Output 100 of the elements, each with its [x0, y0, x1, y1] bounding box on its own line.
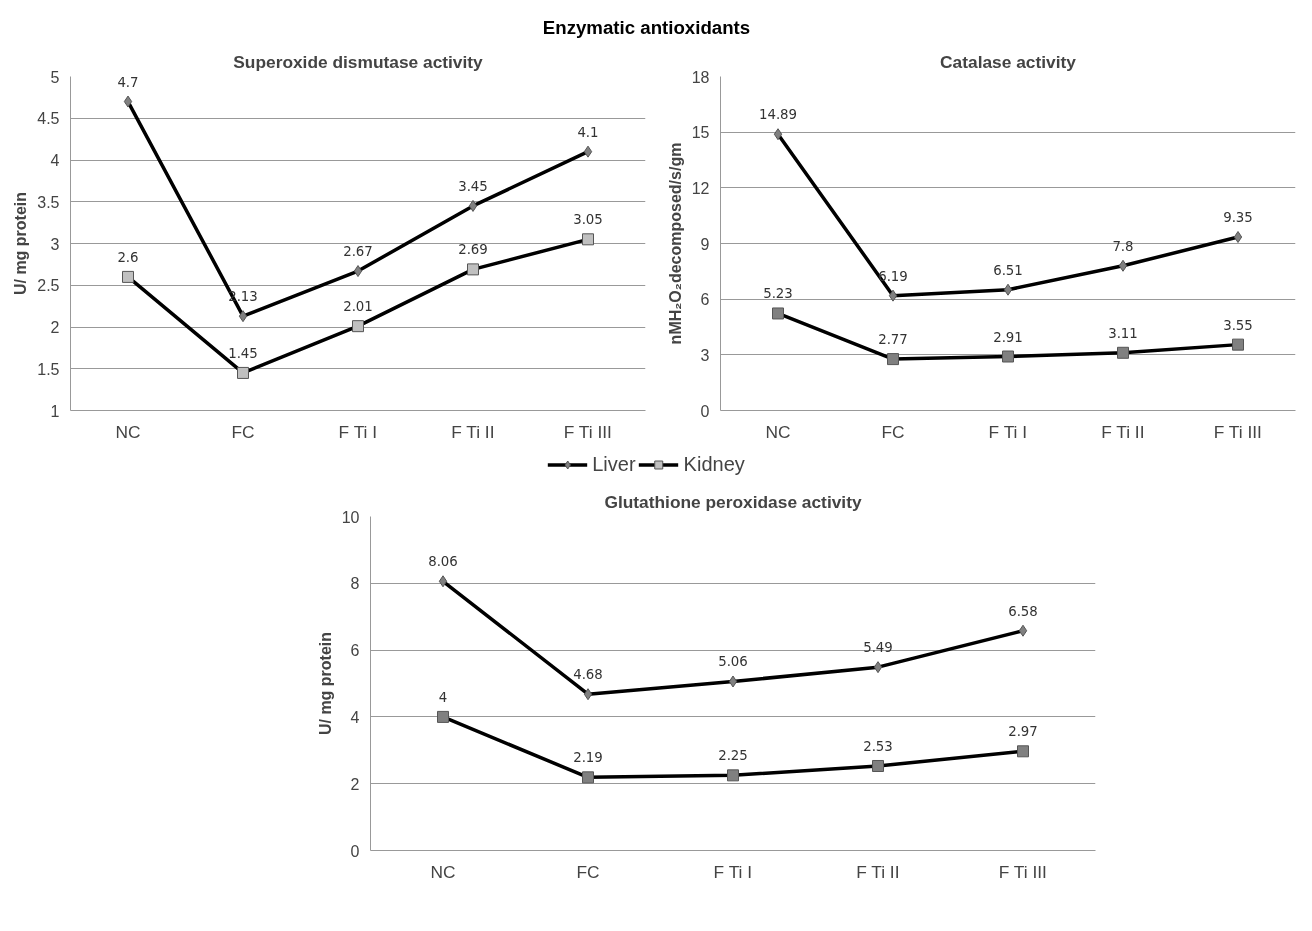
data-label: 2.53 [863, 739, 893, 754]
data-label: 2.01 [343, 299, 373, 315]
point [583, 688, 593, 701]
x-tick-label: NC [765, 421, 791, 442]
y-axis-title: nMH₂O₂decomposed/s/gm [666, 142, 684, 345]
point [582, 233, 594, 246]
data-label: 2.6 [117, 249, 139, 265]
data-label: 2.97 [1008, 724, 1038, 740]
y-tick-label: 0 [700, 402, 710, 420]
data-label: 2.69 [458, 242, 488, 258]
point [872, 760, 884, 772]
data-label: 2.25 [718, 748, 748, 764]
data-label: 3.55 [1223, 317, 1253, 333]
x-tick-label: FC [231, 421, 255, 442]
data-label: 5.23 [763, 286, 793, 302]
point [1018, 624, 1028, 637]
point [1002, 350, 1014, 363]
y-tick-label: 6 [350, 642, 360, 660]
chart-title: Catalase activity [940, 51, 1077, 72]
point [467, 263, 479, 276]
point [888, 289, 898, 302]
point [123, 95, 133, 108]
x-tick-label: FC [576, 861, 600, 882]
point [1117, 346, 1129, 359]
x-tick-label: NC [115, 421, 141, 442]
data-label: 4.7 [117, 74, 139, 90]
y-tick-label: 8 [350, 575, 360, 593]
x-tick-label: NC [430, 861, 456, 882]
data-label: 6.19 [878, 268, 908, 284]
y-tick-label: 1 [50, 402, 60, 420]
text: Enzymatic antioxidants [542, 17, 751, 39]
data-label: 5.06 [718, 654, 748, 670]
point [728, 675, 738, 688]
point [1118, 259, 1128, 272]
x-tick-label: F Ti III [1213, 421, 1262, 442]
point [437, 710, 449, 723]
y-tick-label: 3 [50, 235, 60, 253]
x-tick-label: F Ti III [563, 421, 612, 442]
point [873, 661, 883, 674]
x-tick-label: F Ti II [856, 861, 900, 882]
point [772, 307, 784, 320]
data-label: 14.89 [758, 107, 798, 123]
data-label: 5.49 [863, 640, 893, 656]
y-tick-label: 10 [341, 508, 360, 526]
y-tick-label: 9 [700, 235, 710, 253]
data-label: 3.11 [1108, 325, 1138, 341]
y-tick-label: 2 [350, 775, 360, 793]
point [727, 769, 739, 782]
y-axis-title: U/ mg protein [316, 631, 334, 736]
x-tick-label: F Ti I [988, 421, 1028, 442]
point [1003, 283, 1013, 296]
y-tick-label: 18 [691, 68, 710, 86]
y-tick-label: 4 [50, 152, 60, 169]
legend-label: Liver [592, 452, 636, 476]
point [353, 265, 363, 278]
point [468, 199, 478, 212]
x-tick-label: F Ti III [998, 861, 1047, 882]
y-tick-label: 2.5 [37, 277, 60, 295]
data-label: 2.77 [878, 332, 908, 348]
y-tick-label: 4 [350, 708, 360, 726]
point [238, 310, 248, 323]
point [352, 320, 364, 333]
data-label: 1.45 [228, 345, 258, 361]
data-label: 4.1 [577, 124, 599, 140]
y-tick-label: 12 [691, 179, 710, 197]
data-label: 3.05 [573, 212, 603, 228]
data-label: 2.19 [573, 750, 603, 766]
x-tick-label: F Ti I [338, 421, 378, 442]
x-tick-label: F Ti I [713, 861, 753, 882]
chart-title: Glutathione peroxidase activity [604, 491, 862, 512]
data-label: 3.45 [458, 178, 488, 194]
y-tick-label: 0 [350, 842, 360, 860]
x-tick-label: F Ti II [1101, 421, 1145, 442]
data-label: 9.35 [1223, 210, 1253, 226]
x-tick-label: FC [881, 421, 905, 442]
point [122, 270, 134, 283]
y-tick-label: 4.5 [37, 110, 60, 128]
point [438, 575, 448, 588]
data-label: 6.51 [993, 262, 1023, 278]
legend-label: Kidney [683, 452, 745, 476]
point [1233, 231, 1243, 244]
y-tick-label: 6 [700, 291, 710, 309]
y-axis-title: U/ mg protein [12, 191, 30, 296]
y-tick-label: 15 [691, 124, 710, 142]
y-tick-label: 5 [50, 68, 60, 86]
y-tick-label: 3 [700, 346, 710, 364]
data-label: 4.68 [573, 667, 603, 683]
data-label: 6.58 [1008, 603, 1038, 619]
chart-title: Superoxide dismutase activity [233, 51, 484, 72]
point [582, 771, 594, 784]
y-tick-label: 3.5 [37, 193, 60, 211]
x-tick-label: F Ti II [451, 421, 495, 442]
data-label: 8.06 [428, 554, 458, 570]
point [583, 145, 593, 158]
point [237, 366, 249, 379]
data-label: 4 [438, 689, 448, 705]
y-tick-label: 1.5 [37, 360, 60, 378]
y-tick-label: 2 [50, 319, 60, 336]
data-label: 2.91 [993, 329, 1023, 345]
point [773, 128, 783, 141]
